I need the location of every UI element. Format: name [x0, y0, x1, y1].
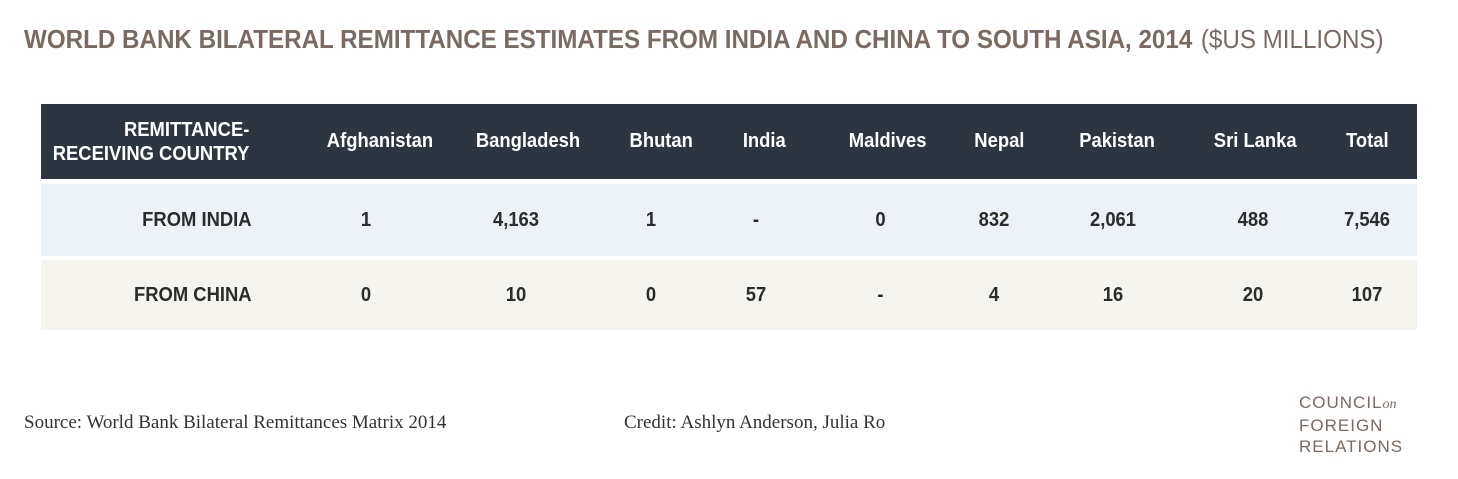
cfr-logo: COUNCILon FOREIGN RELATIONS [1299, 392, 1439, 457]
table-cell: 16 [1102, 283, 1124, 306]
table-cell: 832 [978, 208, 1010, 231]
credit-note: Credit: Ashlyn Anderson, Julia Ro [624, 412, 886, 433]
table-cell: 4 [988, 283, 1000, 306]
logo-line2: FOREIGN [1299, 416, 1384, 435]
table-cell: 488 [1237, 208, 1269, 231]
header-label-line1: REMITTANCE- [123, 118, 250, 141]
table-cell: 2,061 [1089, 208, 1137, 231]
column-header-afghanistan: Afghanistan [326, 130, 434, 152]
column-header-sri-lanka: Sri Lanka [1213, 130, 1297, 152]
row-label-from-china: FROM CHINA [134, 283, 252, 306]
column-header-bangladesh: Bangladesh [475, 130, 580, 152]
row-label-from-india: FROM INDIA [142, 208, 252, 231]
table-cell: 10 [505, 283, 527, 306]
table-cell: 0 [645, 283, 657, 306]
chart-title-units: ($US MILLIONS) [1200, 24, 1384, 54]
table-header-row: REMITTANCE- RECEIVING COUNTRY Afghanista… [41, 104, 1417, 179]
header-label-line2: RECEIVING COUNTRY [52, 142, 250, 165]
table-cell: 1 [645, 208, 657, 231]
logo-line1: COUNCIL [1299, 393, 1383, 412]
table-row-from-india: FROM INDIA 1 4,163 1 - 0 832 2,061 488 7… [41, 184, 1417, 256]
column-header-india: India [743, 130, 787, 152]
header-label: REMITTANCE- RECEIVING COUNTRY [52, 118, 296, 166]
source-note: Source: World Bank Bilateral Remittances… [24, 412, 447, 433]
logo-line1-suffix: on [1382, 397, 1397, 412]
table-cell-total: 107 [1351, 283, 1383, 306]
remittance-table: REMITTANCE- RECEIVING COUNTRY Afghanista… [41, 104, 1417, 330]
table-cell: 1 [360, 208, 372, 231]
column-header-pakistan: Pakistan [1079, 130, 1155, 152]
logo-line3: RELATIONS [1299, 437, 1404, 456]
table-cell-total: 7,546 [1343, 208, 1391, 231]
column-header-total: Total [1346, 130, 1389, 152]
table-cell: 20 [1242, 283, 1264, 306]
table-cell: - [877, 283, 884, 306]
column-header-nepal: Nepal [974, 130, 1025, 152]
chart-title-main: WORLD BANK BILATERAL REMITTANCE ESTIMATE… [24, 24, 1193, 54]
table-cell: 0 [360, 283, 372, 306]
column-header-maldives: Maldives [848, 130, 927, 152]
table-cell: 4,163 [492, 208, 540, 231]
table-row-from-china: FROM CHINA 0 10 0 57 - 4 16 20 107 [41, 260, 1417, 330]
table-cell: 57 [745, 283, 767, 306]
column-header-bhutan: Bhutan [629, 130, 693, 152]
table-cell: - [752, 208, 760, 231]
table-cell: 0 [875, 208, 886, 231]
chart-title: WORLD BANK BILATERAL REMITTANCE ESTIMATE… [24, 24, 1384, 55]
